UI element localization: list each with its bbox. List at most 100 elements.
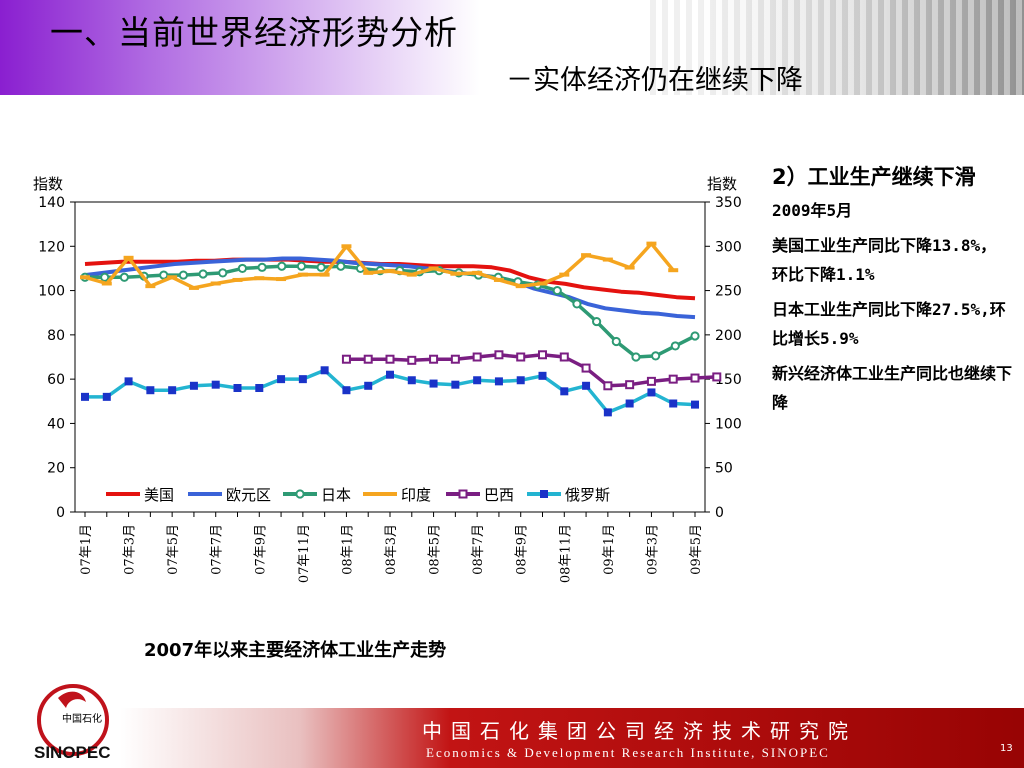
- side-date: 2009年5月: [772, 201, 853, 220]
- left-tick-label: 140: [38, 195, 65, 211]
- series-point-2: [257, 262, 267, 272]
- x-tick-label: 07年5月: [166, 524, 181, 575]
- left-tick-label: 0: [56, 505, 65, 521]
- series-point-5: [560, 387, 569, 396]
- series-point-2: [336, 261, 346, 271]
- page-title: 一、当前世界经济形势分析: [50, 13, 458, 52]
- series-point-2: [651, 351, 661, 361]
- series-point-5: [81, 392, 89, 401]
- left-tick-label: 120: [38, 239, 65, 255]
- chart-caption: 2007年以来主要经济体工业生产走势: [144, 640, 447, 661]
- series-point-4: [429, 354, 439, 364]
- left-tick-label: 60: [47, 372, 65, 388]
- series-point-4: [538, 350, 547, 360]
- series-point-4: [385, 354, 395, 364]
- series-point-4: [668, 374, 678, 384]
- series-point-5: [538, 371, 547, 380]
- side-emerging-note: 新兴经济体工业生产同比也继续下降: [772, 364, 1013, 412]
- series-point-2: [670, 341, 680, 351]
- legend-label: 欧元区: [226, 486, 271, 504]
- x-tick-label: 08年9月: [515, 524, 530, 575]
- right-axis-label: 指数: [707, 175, 737, 193]
- legend-marker: [295, 489, 305, 499]
- series-point-4: [581, 363, 591, 373]
- logo-cn-text: 中国石化: [62, 712, 102, 725]
- legend-label: 日本: [321, 486, 351, 504]
- right-tick-label: 300: [715, 239, 742, 255]
- left-tick-label: 80: [47, 328, 65, 344]
- legend-label: 美国: [144, 486, 174, 504]
- series-point-5: [211, 380, 220, 389]
- x-tick-label: 07年3月: [123, 524, 138, 575]
- right-tick-label: 150: [715, 372, 742, 388]
- series-point-4: [712, 372, 722, 382]
- series-point-5: [451, 380, 460, 389]
- right-tick-label: 0: [715, 505, 724, 521]
- series-point-5: [168, 386, 177, 395]
- left-tick-label: 20: [47, 461, 65, 477]
- series-point-5: [364, 381, 373, 390]
- series-point-2: [631, 352, 641, 362]
- x-tick-label: 09年3月: [645, 524, 660, 575]
- series-point-5: [146, 386, 155, 395]
- series-point-2: [119, 272, 129, 282]
- side-heading: 2）工业生产继续下滑: [772, 165, 976, 189]
- x-tick-label: 08年11月: [558, 524, 573, 583]
- right-tick-label: 200: [715, 328, 742, 344]
- series-line-3: [84, 241, 675, 290]
- series-point-2: [237, 263, 248, 274]
- series-point-4: [341, 354, 351, 364]
- legend-marker: [540, 490, 548, 498]
- side-japan-note: 日本工业生产同比下降27.5%,环比增长5.9%: [772, 300, 1006, 348]
- series-point-4: [450, 354, 460, 364]
- series-point-2: [296, 261, 307, 271]
- series-point-4: [646, 376, 656, 386]
- series-point-5: [669, 399, 678, 408]
- right-tick-label: 350: [715, 195, 742, 211]
- left-tick-label: 100: [38, 284, 65, 300]
- header-banner: [0, 0, 1024, 95]
- x-tick-label: 09年5月: [689, 524, 704, 575]
- series-point-2: [198, 269, 208, 279]
- series-point-2: [316, 262, 326, 272]
- series-point-4: [472, 352, 482, 362]
- series-point-5: [320, 366, 329, 375]
- x-tick-label: 08年5月: [428, 524, 443, 575]
- series-point-5: [255, 384, 264, 392]
- series-point-4: [625, 380, 635, 390]
- x-tick-label: 08年3月: [384, 524, 399, 575]
- series-point-2: [159, 270, 169, 280]
- x-tick-label: 08年7月: [471, 524, 486, 575]
- series-point-4: [363, 354, 373, 364]
- x-tick-label: 08年1月: [340, 524, 355, 575]
- footer-org-en: Economics & Development Research Institu…: [426, 745, 830, 760]
- series-point-2: [572, 299, 582, 309]
- series-point-5: [691, 400, 699, 409]
- footer-org-cn: 中国石化集团公司经济技术研究院: [422, 719, 857, 743]
- footer: 中国石化集团公司经济技术研究院 Economics & Development …: [0, 700, 1024, 768]
- right-tick-label: 50: [715, 461, 733, 477]
- series-point-4: [516, 352, 526, 362]
- series-point-5: [647, 388, 656, 397]
- series-point-5: [429, 379, 438, 388]
- page-subtitle: －实体经济仍在继续下降: [506, 65, 803, 96]
- series-point-2: [690, 331, 700, 341]
- x-tick-label: 07年7月: [210, 524, 225, 575]
- page-number: 13: [1000, 743, 1013, 754]
- series-point-2: [277, 261, 287, 271]
- series-point-5: [582, 381, 591, 390]
- series-point-2: [100, 272, 110, 282]
- series-point-2: [611, 336, 621, 347]
- industrial-production-chart: 0 20 40 60 80 100 120 140 0 50 100 150 200 250 300 350 指…: [33, 175, 742, 583]
- x-tick-label: 07年1月: [79, 524, 94, 575]
- series-line-1: [84, 256, 696, 320]
- series-point-5: [494, 377, 503, 386]
- series-point-5: [473, 376, 482, 385]
- right-tick-label: 100: [715, 416, 742, 432]
- legend-label: 巴西: [484, 486, 514, 504]
- series-point-4: [494, 350, 504, 360]
- left-tick-label: 40: [47, 416, 65, 432]
- legend-label: 印度: [401, 486, 431, 504]
- right-tick-label: 250: [715, 284, 742, 300]
- series-point-2: [178, 270, 188, 280]
